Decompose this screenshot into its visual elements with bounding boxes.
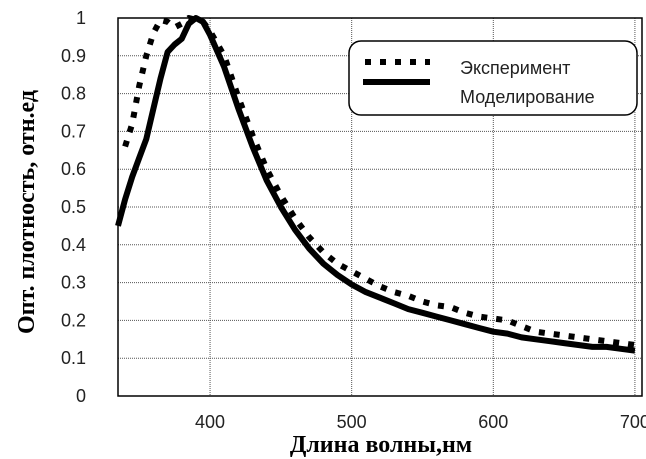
plot-frame (117, 17, 643, 397)
y-tick-label: 0.9 (61, 46, 86, 66)
x-tick-label: 600 (478, 412, 508, 432)
plot-area (115, 15, 636, 354)
y-tick-label: 0.1 (61, 348, 86, 368)
y-axis-title: Опт. плотность, отн.ед (14, 90, 40, 334)
y-tick-label: 0.3 (61, 273, 86, 293)
x-tick-label: 700 (620, 412, 646, 432)
x-tick-labels: 400 500 600 700 (195, 412, 646, 432)
legend: Эксперимент Моделирование (348, 40, 638, 116)
y-tick-label: 0.6 (61, 159, 86, 179)
legend-label-model: Моделирование (460, 87, 595, 107)
legend-box (348, 40, 638, 116)
y-tick-label: 1 (76, 8, 86, 28)
y-tick-label: 0.2 (61, 310, 86, 330)
x-tick-label: 400 (195, 412, 225, 432)
y-tick-labels: 0 0.1 0.2 0.3 0.4 0.5 0.6 0.7 0.8 0.9 1 (61, 8, 86, 406)
x-tick-label: 500 (337, 412, 367, 432)
y-tick-label: 0 (76, 386, 86, 406)
y-tick-label: 0.4 (61, 235, 86, 255)
series-line-model (115, 15, 636, 354)
y-tick-label: 0.7 (61, 121, 86, 141)
y-tick-label: 0.5 (61, 197, 86, 217)
legend-label-experiment: Эксперимент (460, 58, 570, 78)
y-tick-label: 0.8 (61, 84, 86, 104)
x-axis-title: Длина волны,нм (290, 432, 472, 458)
